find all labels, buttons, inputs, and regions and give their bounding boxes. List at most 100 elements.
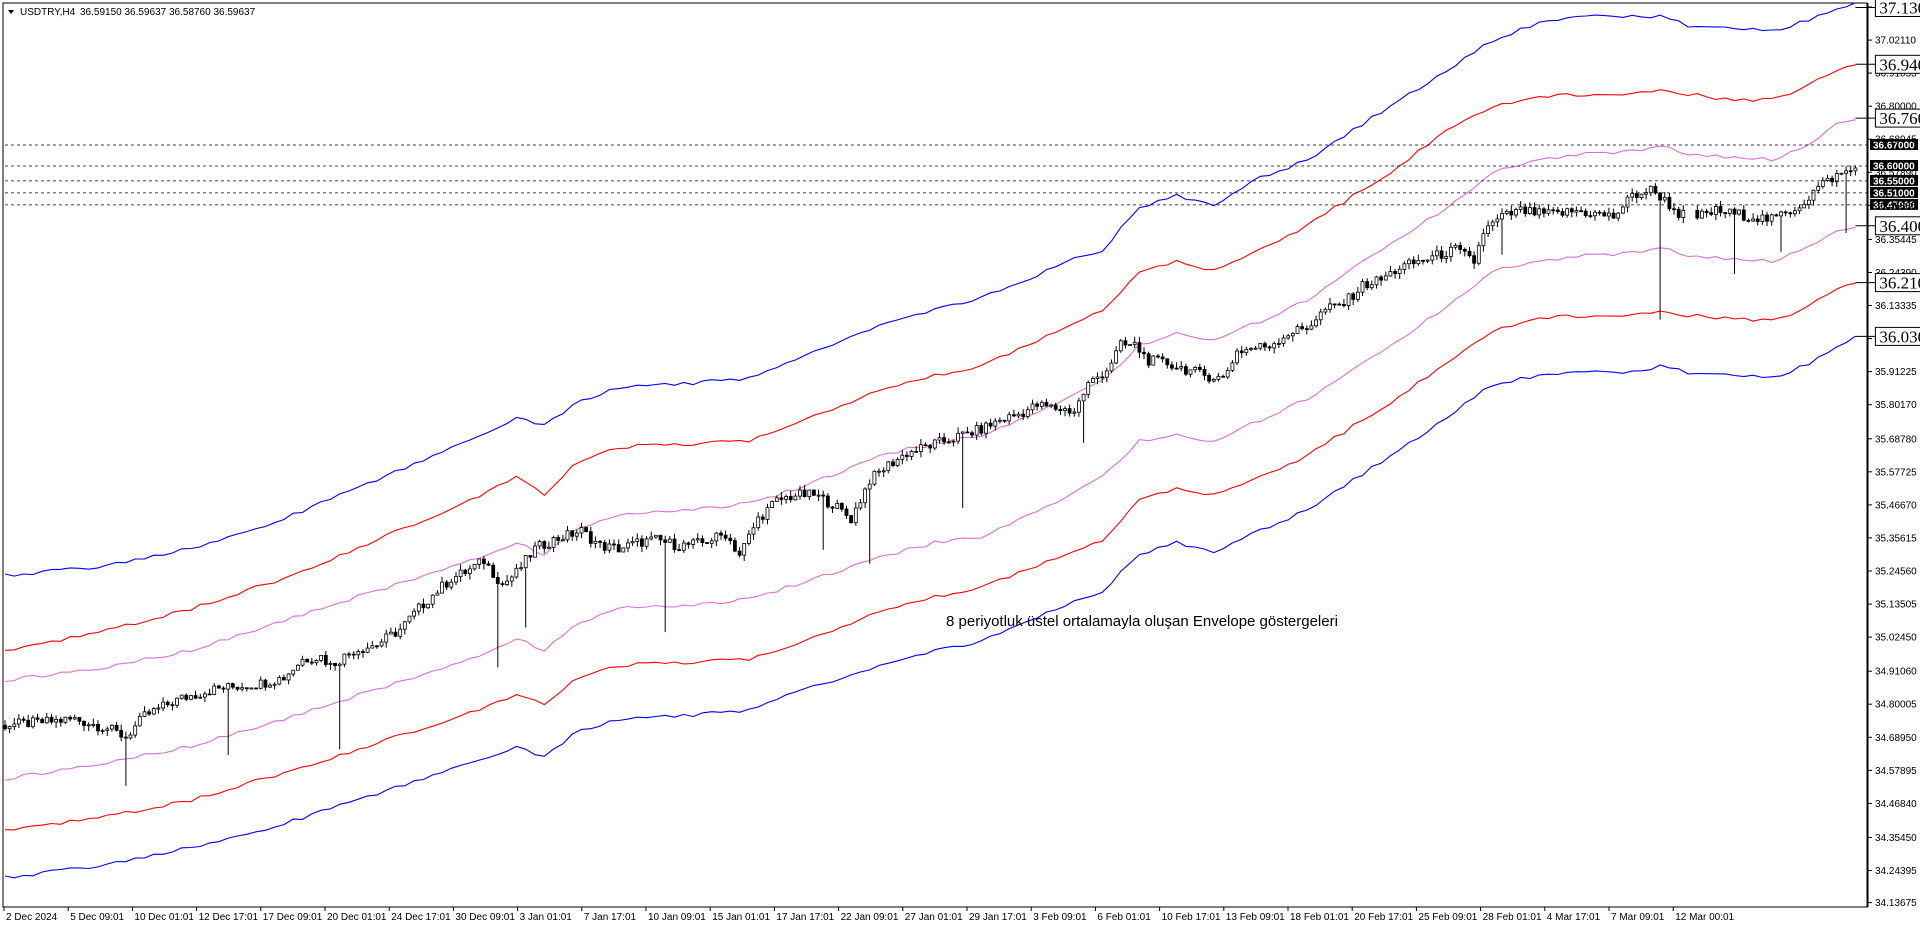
level-box[interactable]	[1874, 0, 1920, 17]
candle-body	[440, 581, 444, 594]
candle-body	[909, 450, 914, 457]
candle	[384, 629, 389, 648]
candle-body	[202, 693, 207, 698]
candle	[7, 725, 12, 734]
level-box[interactable]	[1874, 273, 1920, 293]
level-box[interactable]	[1874, 54, 1920, 74]
candle-body	[1379, 276, 1383, 281]
candle	[849, 515, 853, 524]
candle	[886, 460, 891, 474]
candle-body	[626, 542, 630, 549]
candle-body	[816, 494, 821, 497]
candle	[68, 715, 72, 722]
candle	[812, 489, 816, 496]
candle	[1300, 322, 1304, 331]
candle	[1523, 203, 1528, 217]
candle	[667, 536, 672, 543]
time-tick-label: 30 Dec 09:01	[455, 912, 515, 923]
collapse-arrow-icon[interactable]	[8, 10, 14, 14]
candle-body	[328, 663, 333, 666]
candle-body	[161, 701, 166, 709]
candle-body	[1137, 342, 1142, 353]
candle-body	[1816, 186, 1821, 191]
candle	[1281, 334, 1286, 347]
price-tick-label: 35.80170	[1875, 400, 1917, 411]
candle	[1681, 205, 1686, 224]
candle	[495, 571, 500, 668]
candle	[133, 721, 138, 739]
candle	[565, 526, 570, 543]
candle-body	[1295, 326, 1300, 334]
candle	[1588, 210, 1593, 219]
candle-body	[835, 502, 840, 509]
candle-body	[812, 489, 816, 496]
candle-body	[1077, 400, 1081, 413]
candle-body	[1263, 343, 1267, 348]
candle	[1132, 336, 1137, 349]
candle	[300, 655, 305, 667]
candle-body	[667, 538, 672, 543]
candle-body	[1393, 271, 1397, 274]
candle-body	[788, 496, 793, 501]
time-tick-label: 6 Feb 01:01	[1097, 912, 1151, 923]
level-box[interactable]	[1874, 216, 1920, 236]
candle	[672, 533, 677, 553]
candle-body	[1481, 233, 1486, 247]
candle	[802, 485, 807, 498]
candle	[1304, 325, 1309, 335]
candle-body	[960, 431, 965, 434]
candle	[416, 602, 421, 616]
candle	[337, 662, 342, 750]
candle-body	[849, 515, 853, 524]
candle	[784, 494, 788, 504]
level-box[interactable]	[1874, 326, 1920, 346]
candle-body	[1142, 351, 1146, 355]
candle-body	[1039, 401, 1044, 407]
candle	[1848, 165, 1853, 177]
candle-body	[1253, 347, 1258, 350]
candle	[1751, 213, 1755, 222]
price-level-label: 36.47000	[1873, 200, 1915, 211]
candle-body	[1504, 210, 1509, 214]
candle	[1500, 208, 1504, 255]
candle-body	[551, 537, 556, 548]
candle-body	[1704, 210, 1709, 214]
candle-body	[1569, 208, 1574, 213]
candle-body	[1007, 414, 1012, 422]
candle-body	[1560, 211, 1565, 216]
price-tick-label: 34.35450	[1875, 833, 1917, 844]
candle-body	[1193, 366, 1198, 371]
candle-body	[207, 693, 212, 696]
candle-body	[1091, 377, 1095, 383]
candle	[923, 442, 928, 447]
candle-body	[1058, 408, 1063, 411]
candle-body	[156, 707, 161, 710]
candle-body	[1532, 207, 1537, 216]
candle	[821, 490, 826, 550]
candle-body	[272, 683, 277, 686]
price-tick-label: 35.24560	[1875, 567, 1917, 578]
candle	[709, 537, 714, 548]
candle-body	[598, 540, 602, 543]
candle	[1774, 213, 1779, 217]
candle	[263, 678, 268, 691]
candle	[328, 660, 333, 671]
candle	[1188, 369, 1193, 378]
candle	[440, 576, 444, 594]
candle	[542, 540, 547, 554]
time-tick-label: 17 Jan 17:01	[776, 912, 834, 923]
candle	[1746, 218, 1751, 223]
candle	[54, 715, 58, 728]
candle	[867, 479, 872, 564]
candle-body	[1421, 259, 1425, 262]
level-box[interactable]	[1874, 108, 1920, 128]
time-tick-label: 3 Feb 09:01	[1033, 912, 1087, 923]
candle	[770, 500, 774, 509]
level-label: 36.21000	[1879, 274, 1920, 293]
candle	[44, 712, 49, 724]
candle-body	[839, 502, 844, 510]
time-tick-label: 12 Dec 17:01	[199, 912, 259, 923]
envelope-upper-outer	[4, 2, 1856, 577]
candle	[1374, 275, 1379, 289]
